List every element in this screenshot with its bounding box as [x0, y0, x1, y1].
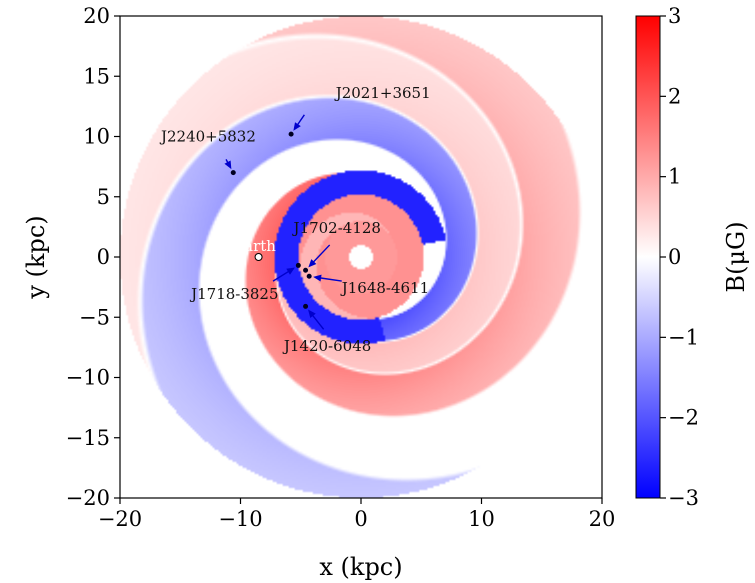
pulsar-marker: [306, 273, 312, 279]
pulsar-arrowhead: [286, 267, 295, 275]
pulsar-marker: [230, 170, 236, 176]
colorbar-label: B(μG): [722, 221, 750, 292]
y-tick-label: −15: [66, 426, 110, 450]
pulsar-marker: [303, 267, 309, 273]
pulsar-arrowhead: [308, 259, 317, 268]
axes: −20 −10 0 10 20 −20 −15 −10 −5 0 5 10 15 20: [66, 4, 616, 531]
y-tick-label: −5: [79, 305, 110, 329]
earth-marker: [254, 253, 263, 261]
heatmap-image: [120, 16, 602, 498]
colorbar-tick-label: −1: [668, 325, 699, 349]
x-tick-label: 20: [589, 507, 616, 531]
pulsar-arrow: [311, 313, 325, 330]
pulsar-arrowhead: [293, 122, 301, 131]
x-tick-label: 0: [354, 507, 367, 531]
y-tick-label: 5: [97, 185, 110, 209]
colorbar-tick-label: 1: [668, 165, 681, 189]
pulsar-label: J1420-6048: [282, 337, 371, 355]
pulsar-marker: [288, 131, 294, 137]
pulsar-label: J2240+5832: [159, 127, 256, 145]
y-axis-label: y (kpc): [22, 215, 50, 299]
pulsar-marker: [295, 262, 301, 268]
pulsar-label: J1648-4611: [340, 279, 429, 297]
x-tick-label: −10: [218, 507, 262, 531]
pulsar-arrow: [296, 114, 305, 127]
pulsar-arrow: [318, 277, 342, 282]
plot-area: Earth J2021+3651 J2240+5832 J1702-4128 J1718…: [119, 15, 603, 499]
pulsar-label: J1702-4128: [292, 219, 381, 237]
y-tick-label: 20: [83, 4, 110, 28]
x-axis-label: x (kpc): [319, 553, 402, 581]
earth-label: Earth: [233, 237, 276, 255]
pulsar-arrow: [272, 270, 291, 282]
colorbar-tick-label: −3: [668, 486, 699, 510]
pulsar-label: J1718-3825: [189, 285, 278, 303]
y-tick-label: 10: [83, 125, 110, 149]
pulsar-marker: [303, 303, 309, 309]
pulsar-label: J2021+3651: [334, 84, 431, 102]
colorbar-gradient: [635, 15, 661, 499]
x-tick-label: 10: [468, 507, 495, 531]
pulsar-arrowhead: [308, 309, 316, 318]
y-tick-label: −20: [66, 486, 110, 510]
y-tick-label: 15: [83, 64, 110, 88]
pulsar-arrow: [311, 244, 331, 264]
colorbar: −3 −2 −1 0 1 2 3 B(μG): [635, 4, 750, 510]
pulsar-arrowhead: [313, 274, 322, 282]
colorbar-ticks: −3 −2 −1 0 1 2 3: [660, 4, 699, 510]
colorbar-tick-label: 0: [668, 245, 681, 269]
x-tick-label: −20: [98, 507, 142, 531]
pulsar-arrowhead: [224, 160, 232, 170]
colorbar-tick-label: 3: [668, 4, 681, 28]
pulsar-annotations: Earth J2021+3651 J2240+5832 J1702-4128 J1718…: [159, 84, 431, 355]
colorbar-tick-label: −2: [668, 406, 699, 430]
colorbar-tick-label: 2: [668, 84, 681, 108]
magnetic-field-heatmap: [120, 16, 602, 498]
y-tick-label: −10: [66, 366, 110, 390]
y-tick-label: 0: [97, 245, 110, 269]
